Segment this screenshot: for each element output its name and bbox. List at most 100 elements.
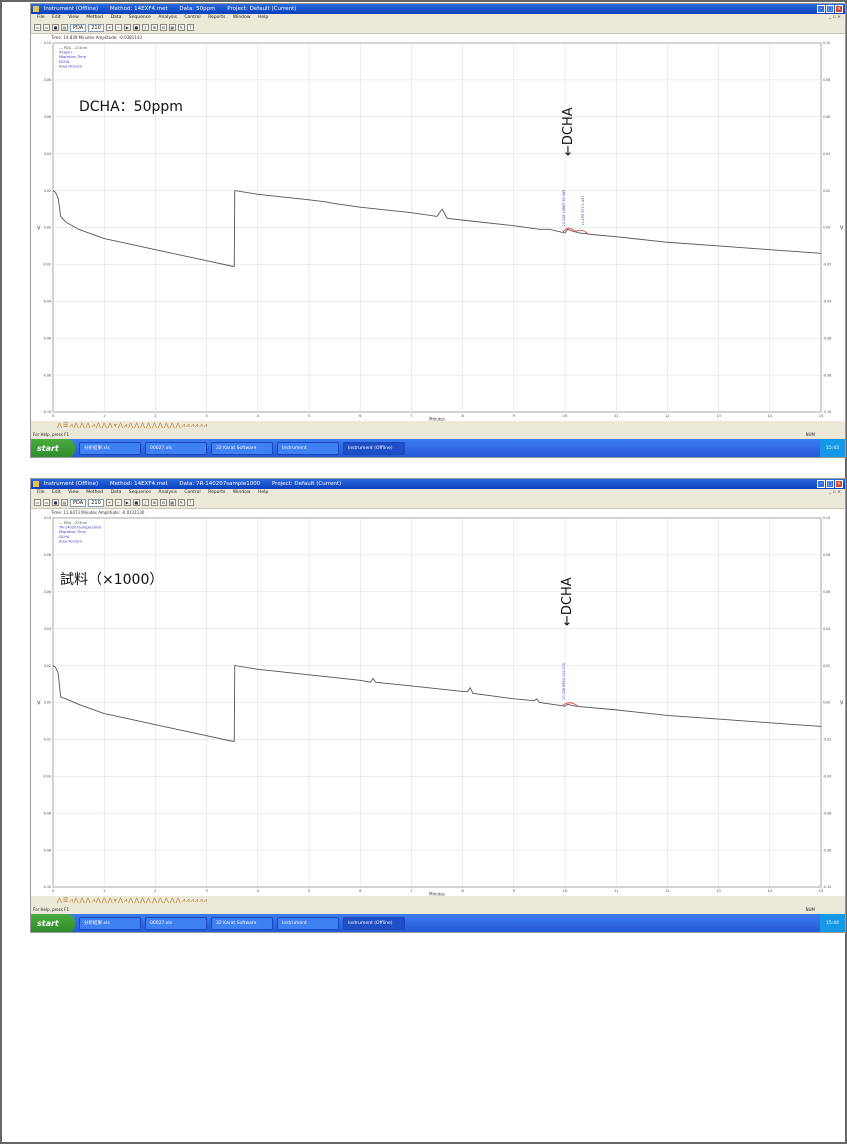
dcha-peak-arrow: ←DCHA — [560, 577, 575, 626]
peak-segment[interactable] — [562, 227, 576, 233]
menu-help[interactable]: Help — [258, 15, 269, 20]
menu-file[interactable]: File — [37, 490, 45, 495]
menu-reports[interactable]: Reports — [208, 490, 226, 495]
graph-icon[interactable]: ⊞ — [150, 499, 158, 506]
legend: — PDA - 214nm7R-140207sample1000Migratio… — [59, 521, 102, 543]
menu-edit[interactable]: Edit — [51, 15, 61, 20]
window-titlebar[interactable]: Instrument (Offline) Method: 14EXF4.met … — [31, 479, 845, 489]
electropherogram-chart[interactable]: 0 1 2 3 4 5 6 7 8 9 10 11 12 13 14 150.10 0.100.08 0.080.… — [31, 516, 846, 896]
help-icon[interactable]: ? — [186, 24, 194, 31]
run-icon[interactable]: ▶ — [123, 24, 131, 31]
x-tick-label: 9 — [513, 414, 515, 418]
taskbar-item-active[interactable]: Instrument (Offline) — [343, 917, 405, 930]
undo-zoom-icon[interactable]: − — [114, 499, 122, 506]
undo-zoom-icon[interactable]: − — [114, 24, 122, 31]
print-icon[interactable]: ▤ — [61, 24, 68, 31]
electropherogram-chart[interactable]: 0 1 2 3 4 5 6 7 8 9 10 11 12 13 14 150.10 0.100.08 0.080.… — [31, 41, 846, 421]
menu-method[interactable]: Method — [86, 15, 104, 20]
save-icon[interactable]: ■ — [52, 499, 59, 506]
maximize-icon[interactable]: □ — [826, 480, 834, 488]
taskbar-item[interactable]: 00027.xls — [145, 442, 207, 455]
zoom-icon[interactable]: + — [105, 499, 113, 506]
menu-file[interactable]: File — [37, 15, 45, 20]
menu-view[interactable]: View — [68, 15, 79, 20]
y-tick-label-left: -0.08 — [43, 373, 51, 377]
y-tick-label-left: -0.06 — [43, 811, 51, 815]
annotate-icon[interactable]: ✎ — [177, 499, 185, 506]
zoom-icon[interactable]: + — [105, 24, 113, 31]
menu-window[interactable]: Window — [232, 15, 251, 20]
integrate-icon[interactable]: ∫ — [141, 24, 149, 31]
wavelength-select[interactable]: 210 — [88, 498, 104, 507]
start-button[interactable]: start — [31, 439, 75, 457]
integrate-icon[interactable]: ∫ — [141, 499, 149, 506]
wavelength-select[interactable]: 210 — [88, 23, 104, 32]
menu-analysis[interactable]: Analysis — [158, 490, 177, 495]
y-tick-label-left: 0.04 — [44, 152, 51, 156]
annotate-icon[interactable]: ✎ — [177, 24, 185, 31]
y-tick-label-right: -0.10 — [823, 885, 831, 889]
table-icon[interactable]: ⊟ — [159, 24, 167, 31]
taskbar-item[interactable]: Instrument — [277, 917, 339, 930]
menu-sequence[interactable]: Sequence — [128, 15, 151, 20]
x-tick-label: 15 — [819, 414, 823, 418]
table-icon[interactable]: ⊟ — [159, 499, 167, 506]
y-axis-label-right: V — [840, 701, 844, 707]
menu-data[interactable]: Data — [110, 490, 122, 495]
graph-icon[interactable]: ⊞ — [150, 24, 158, 31]
taskbar-item[interactable]: 32 Karat Software — [211, 442, 273, 455]
close-icon[interactable]: × — [835, 480, 843, 488]
menu-help[interactable]: Help — [258, 490, 269, 495]
new-icon[interactable]: ▫ — [34, 24, 41, 31]
menu-method[interactable]: Method — [86, 490, 104, 495]
peak-segment[interactable] — [562, 702, 579, 707]
minimize-icon[interactable]: – — [817, 480, 825, 488]
save-icon[interactable]: ■ — [52, 24, 59, 31]
report-icon[interactable]: ▦ — [168, 499, 176, 506]
start-button[interactable]: start — [31, 914, 75, 932]
y-axis-label-right: V — [840, 226, 844, 232]
minimize-icon[interactable]: – — [817, 5, 825, 13]
menu-window[interactable]: Window — [232, 490, 251, 495]
channel-select[interactable]: PDA — [70, 498, 87, 507]
channel-select[interactable]: PDA — [70, 23, 87, 32]
taskbar-item[interactable]: 00027.xls — [145, 917, 207, 930]
taskbar-item[interactable]: 分析結果.xls — [79, 442, 141, 455]
system-tray-clock: 15:44 — [820, 914, 845, 932]
menu-sequence[interactable]: Sequence — [128, 490, 151, 495]
maximize-icon[interactable]: □ — [826, 5, 834, 13]
close-icon[interactable]: × — [835, 5, 843, 13]
taskbar-item-active[interactable]: Instrument (Offline) — [343, 442, 405, 455]
taskbar-item[interactable]: Instrument — [277, 442, 339, 455]
open-icon[interactable]: ▭ — [43, 499, 50, 506]
menu-analysis[interactable]: Analysis — [158, 15, 177, 20]
peak-marker-toolbar[interactable]: ⋀☰⩘⋀⋀⋀⩘⋀⋀⋀⩔⋀⩘⋀⋀⋀⋀⋀⋀⋀⋀⋀⩘⩘⩘⩘⩘⩘ — [31, 421, 845, 431]
y-tick-label-left: -0.04 — [43, 300, 51, 304]
taskbar-item[interactable]: 32 Karat Software — [211, 917, 273, 930]
menu-data[interactable]: Data — [110, 15, 122, 20]
help-icon[interactable]: ? — [186, 499, 194, 506]
run-icon[interactable]: ▶ — [123, 499, 131, 506]
open-icon[interactable]: ▭ — [43, 24, 50, 31]
print-icon[interactable]: ▤ — [61, 499, 68, 506]
menu-edit[interactable]: Edit — [51, 490, 61, 495]
report-icon[interactable]: ▦ — [168, 24, 176, 31]
new-icon[interactable]: ▫ — [34, 499, 41, 506]
menu-control[interactable]: Control — [184, 490, 201, 495]
y-tick-label-left: 0.06 — [44, 590, 51, 594]
stop-icon[interactable]: ■ — [132, 499, 140, 506]
mdi-controls[interactable]: _ ▫ × — [829, 15, 841, 20]
menu-control[interactable]: Control — [184, 15, 201, 20]
window-titlebar[interactable]: Instrument (Offline) Method: 14EXF4.met … — [31, 4, 845, 14]
taskbar-item[interactable]: 分析結果.xls — [79, 917, 141, 930]
stop-icon[interactable]: ■ — [132, 24, 140, 31]
x-tick-label: 1 — [103, 889, 105, 893]
menu-view[interactable]: View — [68, 490, 79, 495]
mdi-controls[interactable]: _ ▫ × — [829, 490, 841, 495]
sample-annotation: 試料（×1000） — [60, 572, 164, 588]
peak-marker-toolbar[interactable]: ⋀☰⩘⋀⋀⋀⩘⋀⋀⋀⩔⋀⩘⋀⋀⋀⋀⋀⋀⋀⋀⋀⩘⩘⩘⩘⩘⩘ — [31, 896, 845, 906]
menu-reports[interactable]: Reports — [208, 15, 226, 20]
y-tick-label-right: 0.00 — [823, 226, 830, 230]
peak-segment[interactable] — [574, 229, 589, 235]
y-tick-label-right: 0.10 — [823, 41, 830, 45]
